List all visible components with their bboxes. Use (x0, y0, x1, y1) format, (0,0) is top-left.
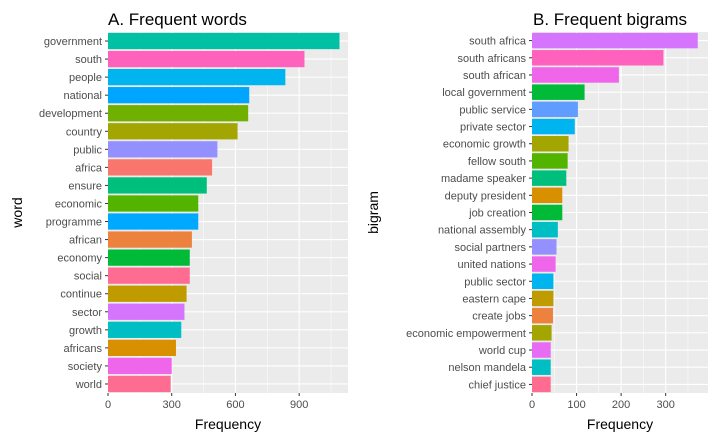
bigrams-category-label: public service (459, 104, 526, 116)
words-category-label: africans (63, 343, 102, 355)
words-bar-18 (108, 357, 172, 375)
bigrams-category-label: south african (463, 70, 526, 82)
words-bar-15 (108, 303, 185, 320)
words-panel-title: A. Frequent words (108, 10, 247, 29)
bigrams-bar-14 (532, 273, 554, 289)
words-category-label: people (69, 72, 102, 84)
words-bar-0 (108, 32, 340, 50)
bigrams-bar-12 (532, 239, 557, 255)
bigrams-bar-18 (532, 342, 551, 358)
bigrams-x-tick-label: 100 (567, 399, 585, 411)
bigrams-bar-4 (532, 101, 578, 118)
bigrams-category-label: social partners (454, 242, 526, 254)
words-category-label: south (75, 54, 102, 66)
words-category-label: public (73, 144, 102, 156)
words-category-label: country (66, 126, 103, 138)
bigrams-category-label: national assembly (438, 225, 527, 237)
words-bar-7 (108, 159, 213, 176)
words-bar-10 (108, 213, 199, 230)
bigrams-category-label: nelson mandela (448, 362, 527, 374)
words-category-label: social (74, 271, 102, 283)
words-category-label: society (68, 361, 103, 373)
bigrams-category-label: madame speaker (441, 173, 526, 185)
words-bar-16 (108, 321, 182, 338)
words-bar-14 (108, 285, 187, 302)
words-bar-4 (108, 105, 249, 122)
bigrams-bar-16 (532, 307, 553, 324)
bigrams-bar-13 (532, 256, 556, 272)
words-category-label: sector (72, 307, 102, 319)
words-category-label: africa (75, 162, 103, 174)
words-bar-9 (108, 195, 199, 212)
bigrams-bar-15 (532, 290, 554, 307)
words-category-label: world (75, 379, 102, 391)
bigrams-bar-19 (532, 359, 551, 375)
words-y-axis-title: word (9, 197, 25, 228)
words-bar-8 (108, 177, 207, 194)
words-category-label: economy (57, 253, 102, 265)
bigrams-x-axis-title: Frequency (587, 416, 653, 432)
words-bar-5 (108, 123, 238, 140)
words-category-label: national (63, 90, 102, 102)
words-bar-13 (108, 267, 190, 284)
bigrams-category-label: economic growth (443, 139, 526, 151)
bigrams-bar-11 (532, 221, 558, 238)
words-category-label: economic (55, 198, 103, 210)
words-bar-19 (108, 375, 171, 393)
words-bar-2 (108, 69, 286, 86)
bigrams-bar-17 (532, 325, 552, 341)
words-bar-6 (108, 141, 218, 158)
words-category-label: growth (69, 325, 102, 337)
bigrams-category-label: chief justice (469, 379, 526, 391)
bigrams-bar-1 (532, 50, 664, 66)
bigrams-category-label: create jobs (472, 311, 526, 323)
bigrams-category-label: south africans (458, 53, 527, 65)
words-x-tick-label: 300 (163, 399, 181, 411)
words-x-tick-label: 600 (226, 399, 244, 411)
words-category-label: government (44, 36, 102, 48)
bigrams-panel-title: B. Frequent bigrams (533, 10, 687, 29)
words-bar-12 (108, 249, 190, 266)
bigrams-bar-7 (532, 153, 568, 169)
bigrams-x-tick-label: 300 (656, 399, 674, 411)
words-category-label: programme (46, 217, 102, 229)
bigrams-category-label: public sector (464, 276, 526, 288)
words-plot-background (108, 32, 348, 393)
words-category-label: african (69, 235, 102, 247)
words-bar-17 (108, 339, 176, 356)
words-category-label: ensure (68, 180, 102, 192)
bigrams-bar-8 (532, 170, 567, 186)
bigrams-bar-3 (532, 84, 585, 100)
bigrams-category-label: economic empowerment (406, 328, 526, 340)
bigrams-bar-20 (532, 376, 551, 393)
bigrams-bar-9 (532, 187, 563, 204)
bigrams-x-tick-label: 200 (612, 399, 630, 411)
bigrams-category-label: united nations (458, 259, 527, 271)
words-x-tick-label: 900 (290, 399, 308, 411)
bigrams-bar-5 (532, 118, 575, 135)
bigrams-y-axis-title: bigram (365, 191, 381, 234)
bigrams-x-tick-label: 0 (529, 399, 535, 411)
words-category-label: development (39, 108, 102, 120)
words-bar-3 (108, 87, 250, 104)
words-category-label: continue (60, 289, 102, 301)
bigrams-category-label: local government (442, 87, 526, 99)
words-bar-11 (108, 231, 192, 248)
bigrams-bar-6 (532, 136, 569, 152)
words-x-axis-title: Frequency (195, 416, 261, 432)
bigrams-category-label: world cup (478, 345, 526, 357)
bigrams-category-label: job creation (468, 208, 526, 220)
bigrams-bar-0 (532, 32, 698, 49)
bigrams-category-label: deputy president (445, 190, 526, 202)
bigrams-category-label: private sector (460, 122, 526, 134)
words-x-tick-label: 0 (105, 399, 111, 411)
bigrams-category-label: eastern cape (462, 293, 526, 305)
bigrams-bar-10 (532, 204, 563, 221)
bigrams-category-label: south africa (469, 36, 527, 48)
bigrams-category-label: fellow south (468, 156, 526, 168)
words-bar-1 (108, 50, 305, 68)
bigrams-bar-2 (532, 67, 619, 83)
